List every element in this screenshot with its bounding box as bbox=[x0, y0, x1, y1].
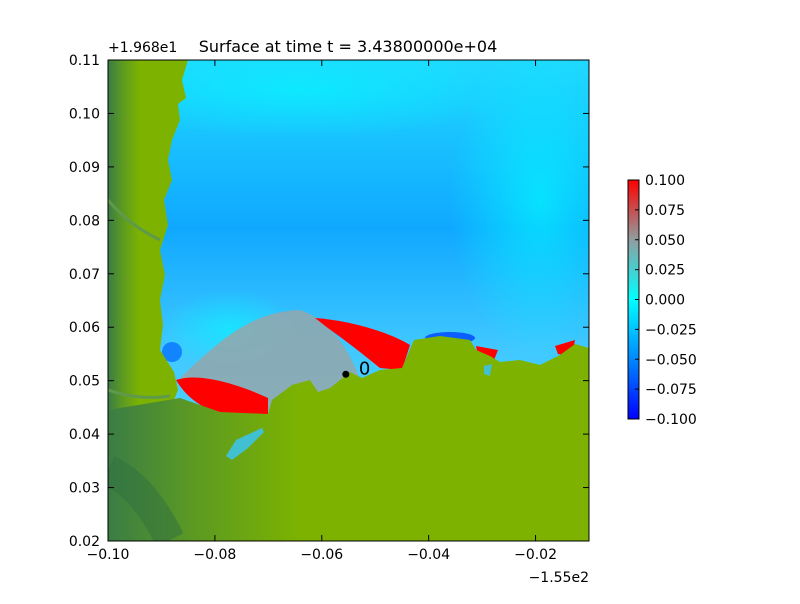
y-offset-label: +1.968e1 bbox=[108, 40, 177, 56]
colorbar-tick-label: −0.075 bbox=[645, 382, 697, 398]
y-tick-label: 0.07 bbox=[69, 267, 100, 283]
y-tick-label: 0.09 bbox=[69, 160, 100, 176]
y-tick-label: 0.03 bbox=[69, 481, 100, 497]
land-shading bbox=[108, 388, 171, 399]
x-offset-label: −1.55e2 bbox=[529, 570, 589, 586]
colorbar-tick-label: −0.025 bbox=[645, 322, 697, 338]
x-tick-label: −0.06 bbox=[300, 547, 343, 563]
gauge-marker: 0 bbox=[342, 358, 370, 379]
y-tick-label: 0.10 bbox=[69, 106, 100, 122]
land-shading bbox=[108, 199, 161, 242]
x-tick-label: −0.10 bbox=[87, 547, 130, 563]
colorbar-tick-label: 0.025 bbox=[645, 263, 685, 279]
y-tick-label: 0.05 bbox=[69, 374, 100, 390]
colorbar-ticks: 0.100 0.075 0.050 0.025 0.000 −0.025 −0.050 −0.… bbox=[635, 173, 697, 428]
y-axis: 0.02 0.03 0.04 0.05 0.06 0.07 0.08 0.09 0.10 0.11 bbox=[69, 53, 589, 550]
cyan-band bbox=[450, 60, 589, 360]
colorbar-tick-label: 0.000 bbox=[645, 293, 685, 309]
land-west bbox=[108, 60, 188, 420]
inland-water bbox=[226, 428, 264, 460]
y-tick-label: 0.02 bbox=[69, 534, 100, 550]
gauge-point bbox=[342, 370, 350, 378]
y-tick-label: 0.04 bbox=[69, 427, 100, 443]
gauge-label: 0 bbox=[359, 358, 370, 379]
chart-title: Surface at time t = 3.43800000e+04 bbox=[199, 37, 498, 56]
colorbar-tick-label: −0.050 bbox=[645, 352, 697, 368]
y-tick-label: 0.06 bbox=[69, 320, 100, 336]
x-tick-label: −0.08 bbox=[193, 547, 236, 563]
land-south bbox=[108, 336, 589, 541]
y-tick-label: 0.08 bbox=[69, 213, 100, 229]
x-axis: −0.10 −0.08 −0.06 −0.04 −0.02 bbox=[87, 60, 557, 563]
x-tick-label: −0.04 bbox=[407, 547, 450, 563]
colorbar-tick-label: 0.050 bbox=[645, 233, 685, 249]
colorbar-tick-label: 0.100 bbox=[645, 173, 685, 189]
cyan-band bbox=[108, 60, 520, 140]
inland-water bbox=[484, 364, 492, 376]
red-anomaly bbox=[315, 318, 410, 370]
colorbar-tick-label: −0.100 bbox=[645, 412, 697, 428]
heatmap-field bbox=[108, 60, 589, 541]
land-shading bbox=[108, 456, 184, 541]
colorbar: 0.100 0.075 0.050 0.025 0.000 −0.025 −0.050 −0.… bbox=[627, 173, 697, 428]
blue-patch bbox=[162, 342, 182, 362]
colorbar-tick-label: 0.075 bbox=[645, 203, 685, 219]
plot-frame bbox=[107, 59, 590, 542]
red-anomaly bbox=[176, 377, 268, 414]
y-tick-label: 0.11 bbox=[69, 53, 100, 69]
x-tick-label: −0.02 bbox=[514, 547, 557, 563]
